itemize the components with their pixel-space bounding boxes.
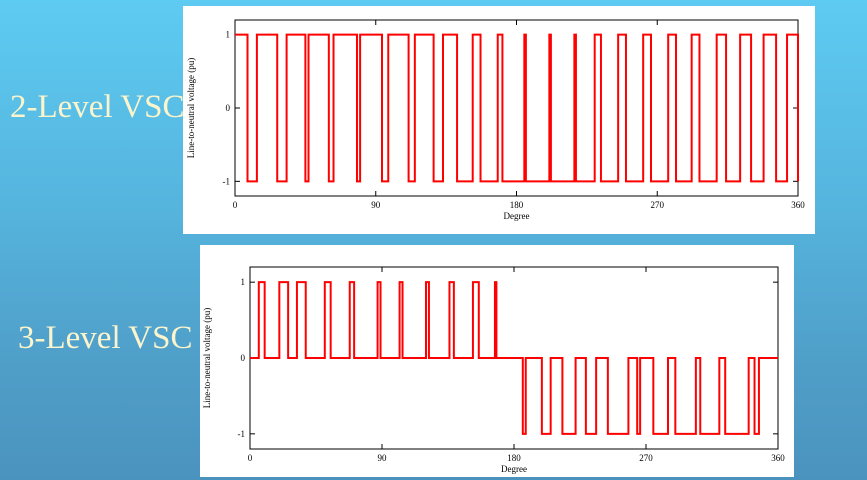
y-tick-label: 1 (241, 277, 246, 287)
y-axis-label: Line-to-neutral voltage (pu) (202, 308, 212, 408)
x-axis-label: Degree (501, 464, 527, 474)
y-tick-label: -1 (223, 176, 231, 186)
y-tick-label: -1 (238, 429, 246, 439)
series-line (235, 33, 799, 183)
x-tick-label: 270 (651, 200, 665, 210)
chart-three-level-svg: 0 90 180 270 360 -1 0 1 Degree Line-to-neutral vo… (202, 266, 785, 474)
x-tick-label: 90 (371, 200, 381, 210)
title-3-level-vsc: 3-Level VSC (18, 320, 193, 356)
series-line (250, 281, 778, 435)
x-tick-label: 180 (507, 453, 521, 463)
x-tick-label: 180 (510, 200, 524, 210)
chart-two-level-svg: 0 90 180 270 360 -1 0 1 Degree Line-to-neutral vo… (186, 19, 805, 221)
x-tick-label: 0 (233, 200, 238, 210)
title-2-level-vsc: 2-Level VSC (10, 89, 185, 125)
x-tick-label: 270 (639, 453, 653, 463)
x-tick-label: 360 (791, 200, 805, 210)
x-tick-label: 360 (771, 453, 785, 463)
y-tick-label: 0 (226, 103, 231, 113)
x-axis-label: Degree (504, 211, 530, 221)
x-tick-label: 90 (378, 453, 388, 463)
y-tick-label: 0 (241, 353, 246, 363)
chart-two-level: 0 90 180 270 360 -1 0 1 Degree Line-to-neutral vo… (183, 6, 815, 234)
plot-frame (234, 19, 799, 197)
x-tick-label: 0 (248, 453, 253, 463)
y-tick-label: 1 (226, 30, 231, 40)
chart-three-level: 0 90 180 270 360 -1 0 1 Degree Line-to-neutral vo… (200, 245, 794, 477)
y-axis-label: Line-to-neutral voltage (pu) (186, 58, 196, 158)
